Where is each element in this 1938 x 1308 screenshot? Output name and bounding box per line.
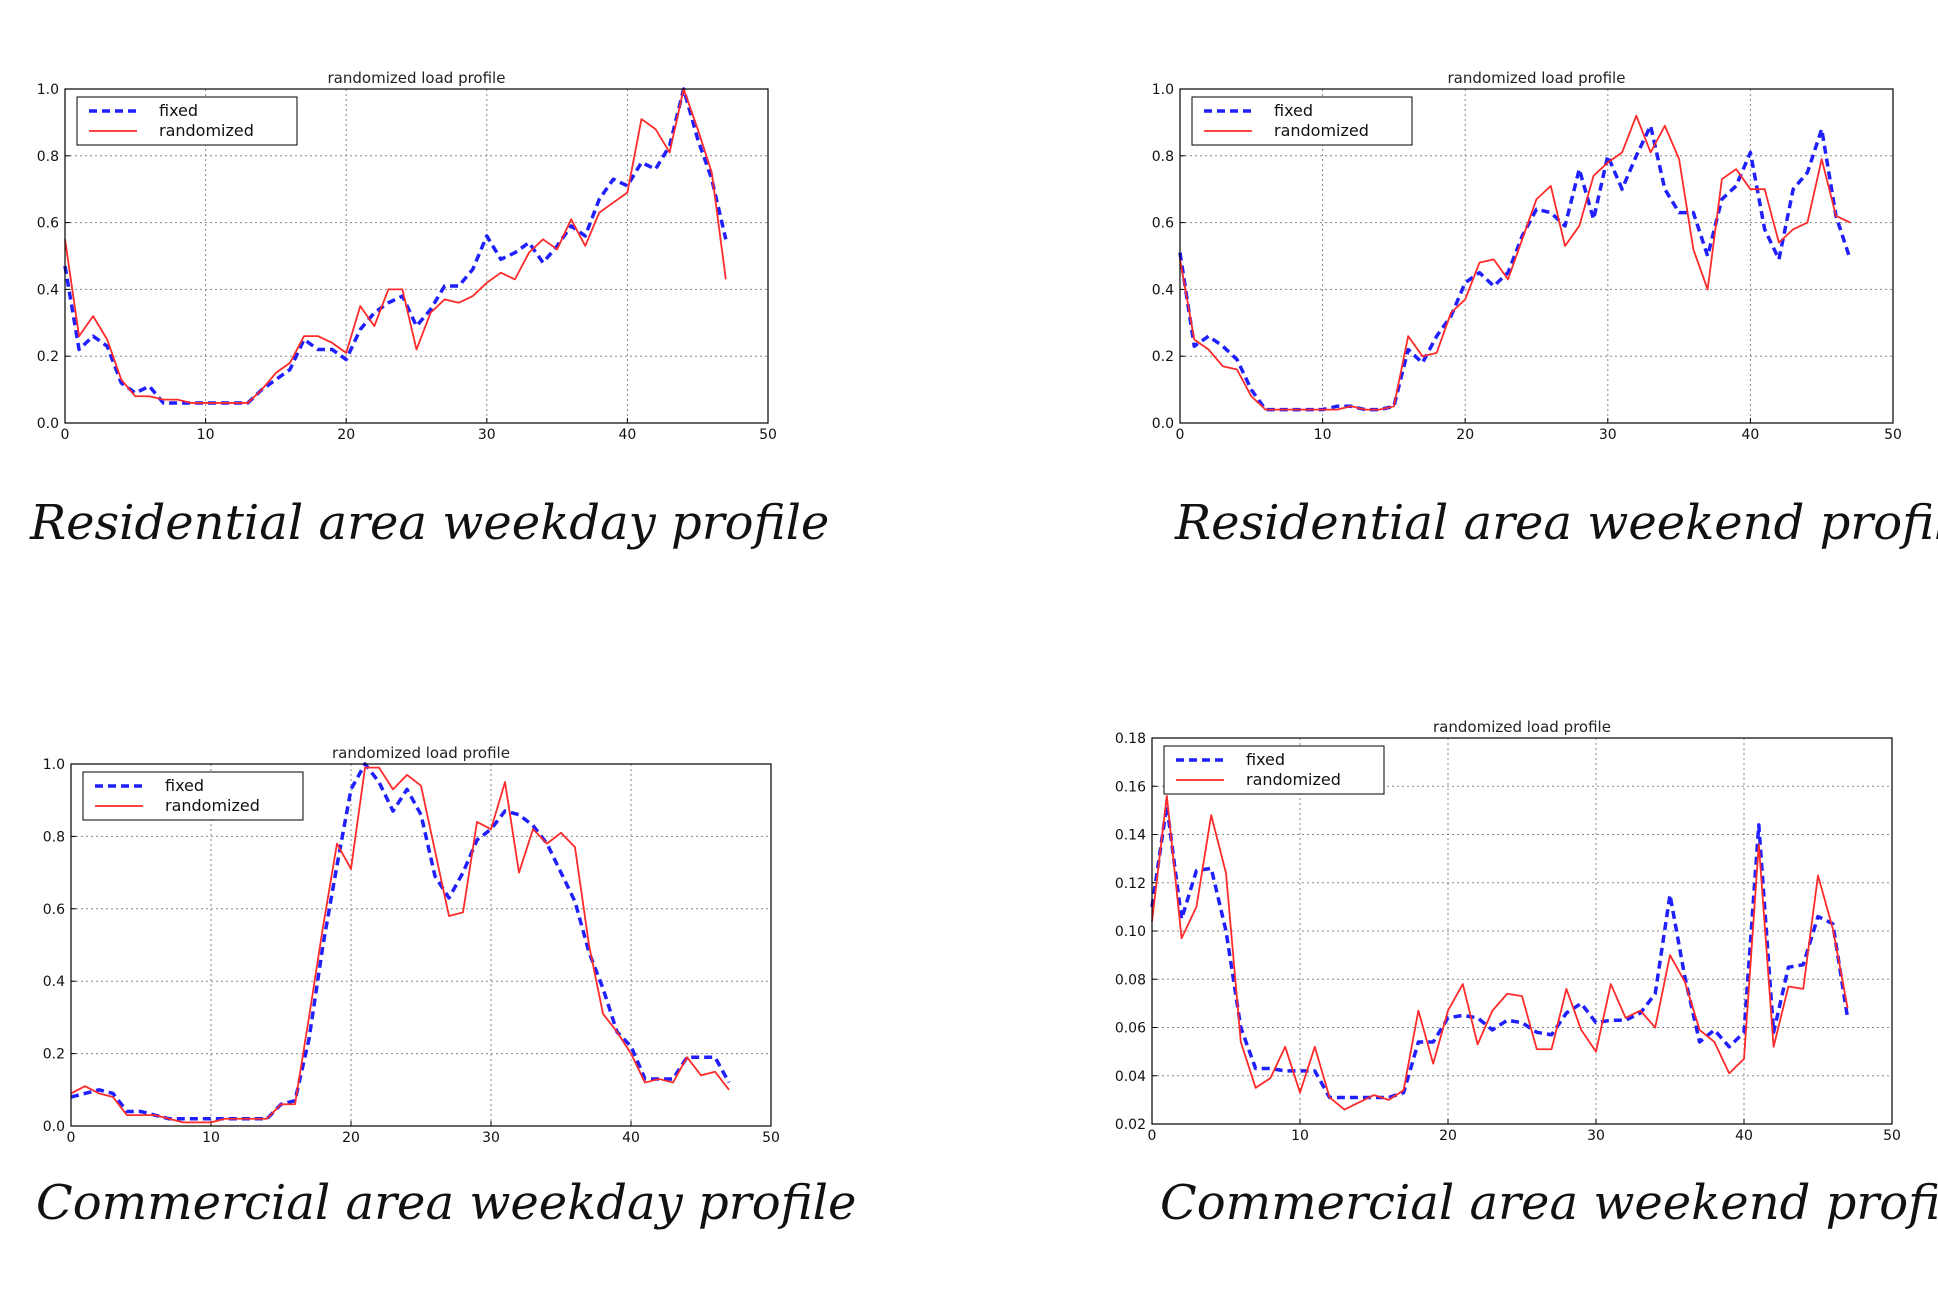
legend-label-fixed: fixed	[1274, 101, 1313, 120]
x-tick-label: 30	[1587, 1128, 1605, 1144]
y-tick-label: 0.02	[1115, 1117, 1146, 1133]
x-tick-label: 0	[61, 427, 70, 443]
y-tick-label: 0.12	[1115, 876, 1146, 892]
y-tick-label: 0.8	[37, 149, 59, 165]
chart-panel-commercial-weekday: randomized load profile 0 10 20 30 40 50 0.0 0.2…	[36, 744, 857, 1231]
y-tick-label: 0.16	[1115, 779, 1146, 795]
y-tick-label: 0.8	[1152, 149, 1174, 165]
x-tick-label: 20	[337, 427, 355, 443]
legend-label-randomized: randomized	[1274, 121, 1369, 140]
caption-commercial-weekday: Commercial area weekday profile	[36, 1175, 857, 1231]
caption-commercial-weekend: Commercial area weekend profile	[1160, 1175, 1938, 1231]
legend-label-randomized: randomized	[165, 796, 260, 815]
chart-commercial-weekday: randomized load profile 0 10 20 30 40 50 0.0 0.2…	[43, 744, 780, 1146]
y-tick-label: 0.4	[43, 974, 65, 990]
plot-frame	[64, 88, 769, 424]
series-line-randomized	[1179, 114, 1851, 411]
x-tick-label: 20	[342, 1130, 360, 1146]
chart-title: randomized load profile	[1433, 718, 1611, 736]
y-tick-label: 0.08	[1115, 972, 1146, 988]
y-tick-label: 0.2	[37, 349, 59, 365]
chart-panel-residential-weekend: randomized load profile 0 10 20 30 40 50 0.0 0.2…	[0, 0, 1938, 600]
legend-label-fixed: fixed	[165, 776, 204, 795]
y-tick-label: 0.0	[37, 416, 59, 432]
x-tick-label: 50	[1883, 1128, 1901, 1144]
y-tick-label: 0.0	[43, 1119, 65, 1135]
series-line-fixed	[1178, 123, 1852, 412]
y-tick-label: 0.8	[43, 829, 65, 845]
y-tick-label: 0.4	[1152, 282, 1174, 298]
legend-label-randomized: randomized	[1246, 770, 1341, 789]
plot-frame	[1151, 737, 1893, 1125]
y-tick-label: 0.04	[1115, 1069, 1146, 1085]
x-tick-label: 10	[202, 1130, 220, 1146]
y-tick-label: 0.6	[37, 216, 59, 232]
x-tick-label: 50	[1884, 427, 1902, 443]
x-tick-label: 10	[1314, 427, 1332, 443]
y-tick-label: 0.0	[1152, 416, 1174, 432]
y-tick-label: 0.06	[1115, 1021, 1146, 1037]
y-tick-label: 1.0	[43, 757, 65, 773]
series-line-fixed	[1150, 803, 1850, 1100]
y-tick-label: 1.0	[1152, 82, 1174, 98]
x-tick-label: 0	[67, 1130, 76, 1146]
series-line-randomized	[64, 88, 727, 404]
x-tick-label: 40	[1735, 1128, 1753, 1144]
caption-residential-weekday: Residential area weekday profile	[30, 495, 830, 551]
y-tick-label: 0.14	[1115, 828, 1146, 844]
x-tick-label: 40	[622, 1130, 640, 1146]
legend-box	[82, 771, 304, 821]
x-tick-label: 50	[762, 1130, 780, 1146]
y-tick-label: 0.18	[1115, 731, 1146, 747]
x-tick-label: 30	[482, 1130, 500, 1146]
caption-residential-weekend: Residential area weekend profile	[1175, 495, 1938, 551]
x-tick-label: 30	[1599, 427, 1617, 443]
series-line-randomized	[70, 766, 730, 1124]
x-tick-label: 40	[618, 427, 636, 443]
y-tick-label: 1.0	[37, 82, 59, 98]
y-tick-label: 0.4	[37, 282, 59, 298]
legend-label-randomized: randomized	[159, 121, 254, 140]
chart-residential-weekday: randomized load profile 0 10 20 30 40 50 0.0 0.2…	[37, 69, 777, 443]
legend-label-fixed: fixed	[159, 101, 198, 120]
y-tick-label: 0.10	[1115, 924, 1146, 940]
x-tick-label: 20	[1456, 427, 1474, 443]
x-tick-label: 50	[759, 427, 777, 443]
legend-box	[1191, 96, 1413, 146]
x-tick-label: 10	[197, 427, 215, 443]
chart-title: randomized load profile	[328, 69, 506, 87]
plot-frame	[70, 763, 772, 1127]
y-tick-label: 0.2	[43, 1047, 65, 1063]
x-tick-label: 30	[478, 427, 496, 443]
x-tick-label: 20	[1439, 1128, 1457, 1144]
series-line-fixed	[63, 87, 728, 405]
x-tick-label: 40	[1741, 427, 1759, 443]
chart-title: randomized load profile	[1448, 69, 1626, 87]
y-tick-label: 0.2	[1152, 349, 1174, 365]
x-tick-label: 0	[1176, 427, 1185, 443]
chart-title: randomized load profile	[332, 744, 510, 762]
plot-frame	[1179, 88, 1894, 424]
legend-box	[76, 96, 298, 146]
y-tick-label: 0.6	[43, 902, 65, 918]
legend-label-fixed: fixed	[1246, 750, 1285, 769]
x-tick-label: 0	[1148, 1128, 1157, 1144]
legend-box	[1163, 745, 1385, 795]
series-line-randomized	[1151, 795, 1849, 1111]
x-tick-label: 10	[1291, 1128, 1309, 1144]
chart-panel-residential-weekday: randomized load profile 0 10 20 30 40 50 0.0 0.2…	[0, 0, 969, 600]
chart-residential-weekend: randomized load profile 0 10 20 30 40 50 0.0 0.2…	[1152, 69, 1902, 443]
y-tick-label: 0.6	[1152, 216, 1174, 232]
